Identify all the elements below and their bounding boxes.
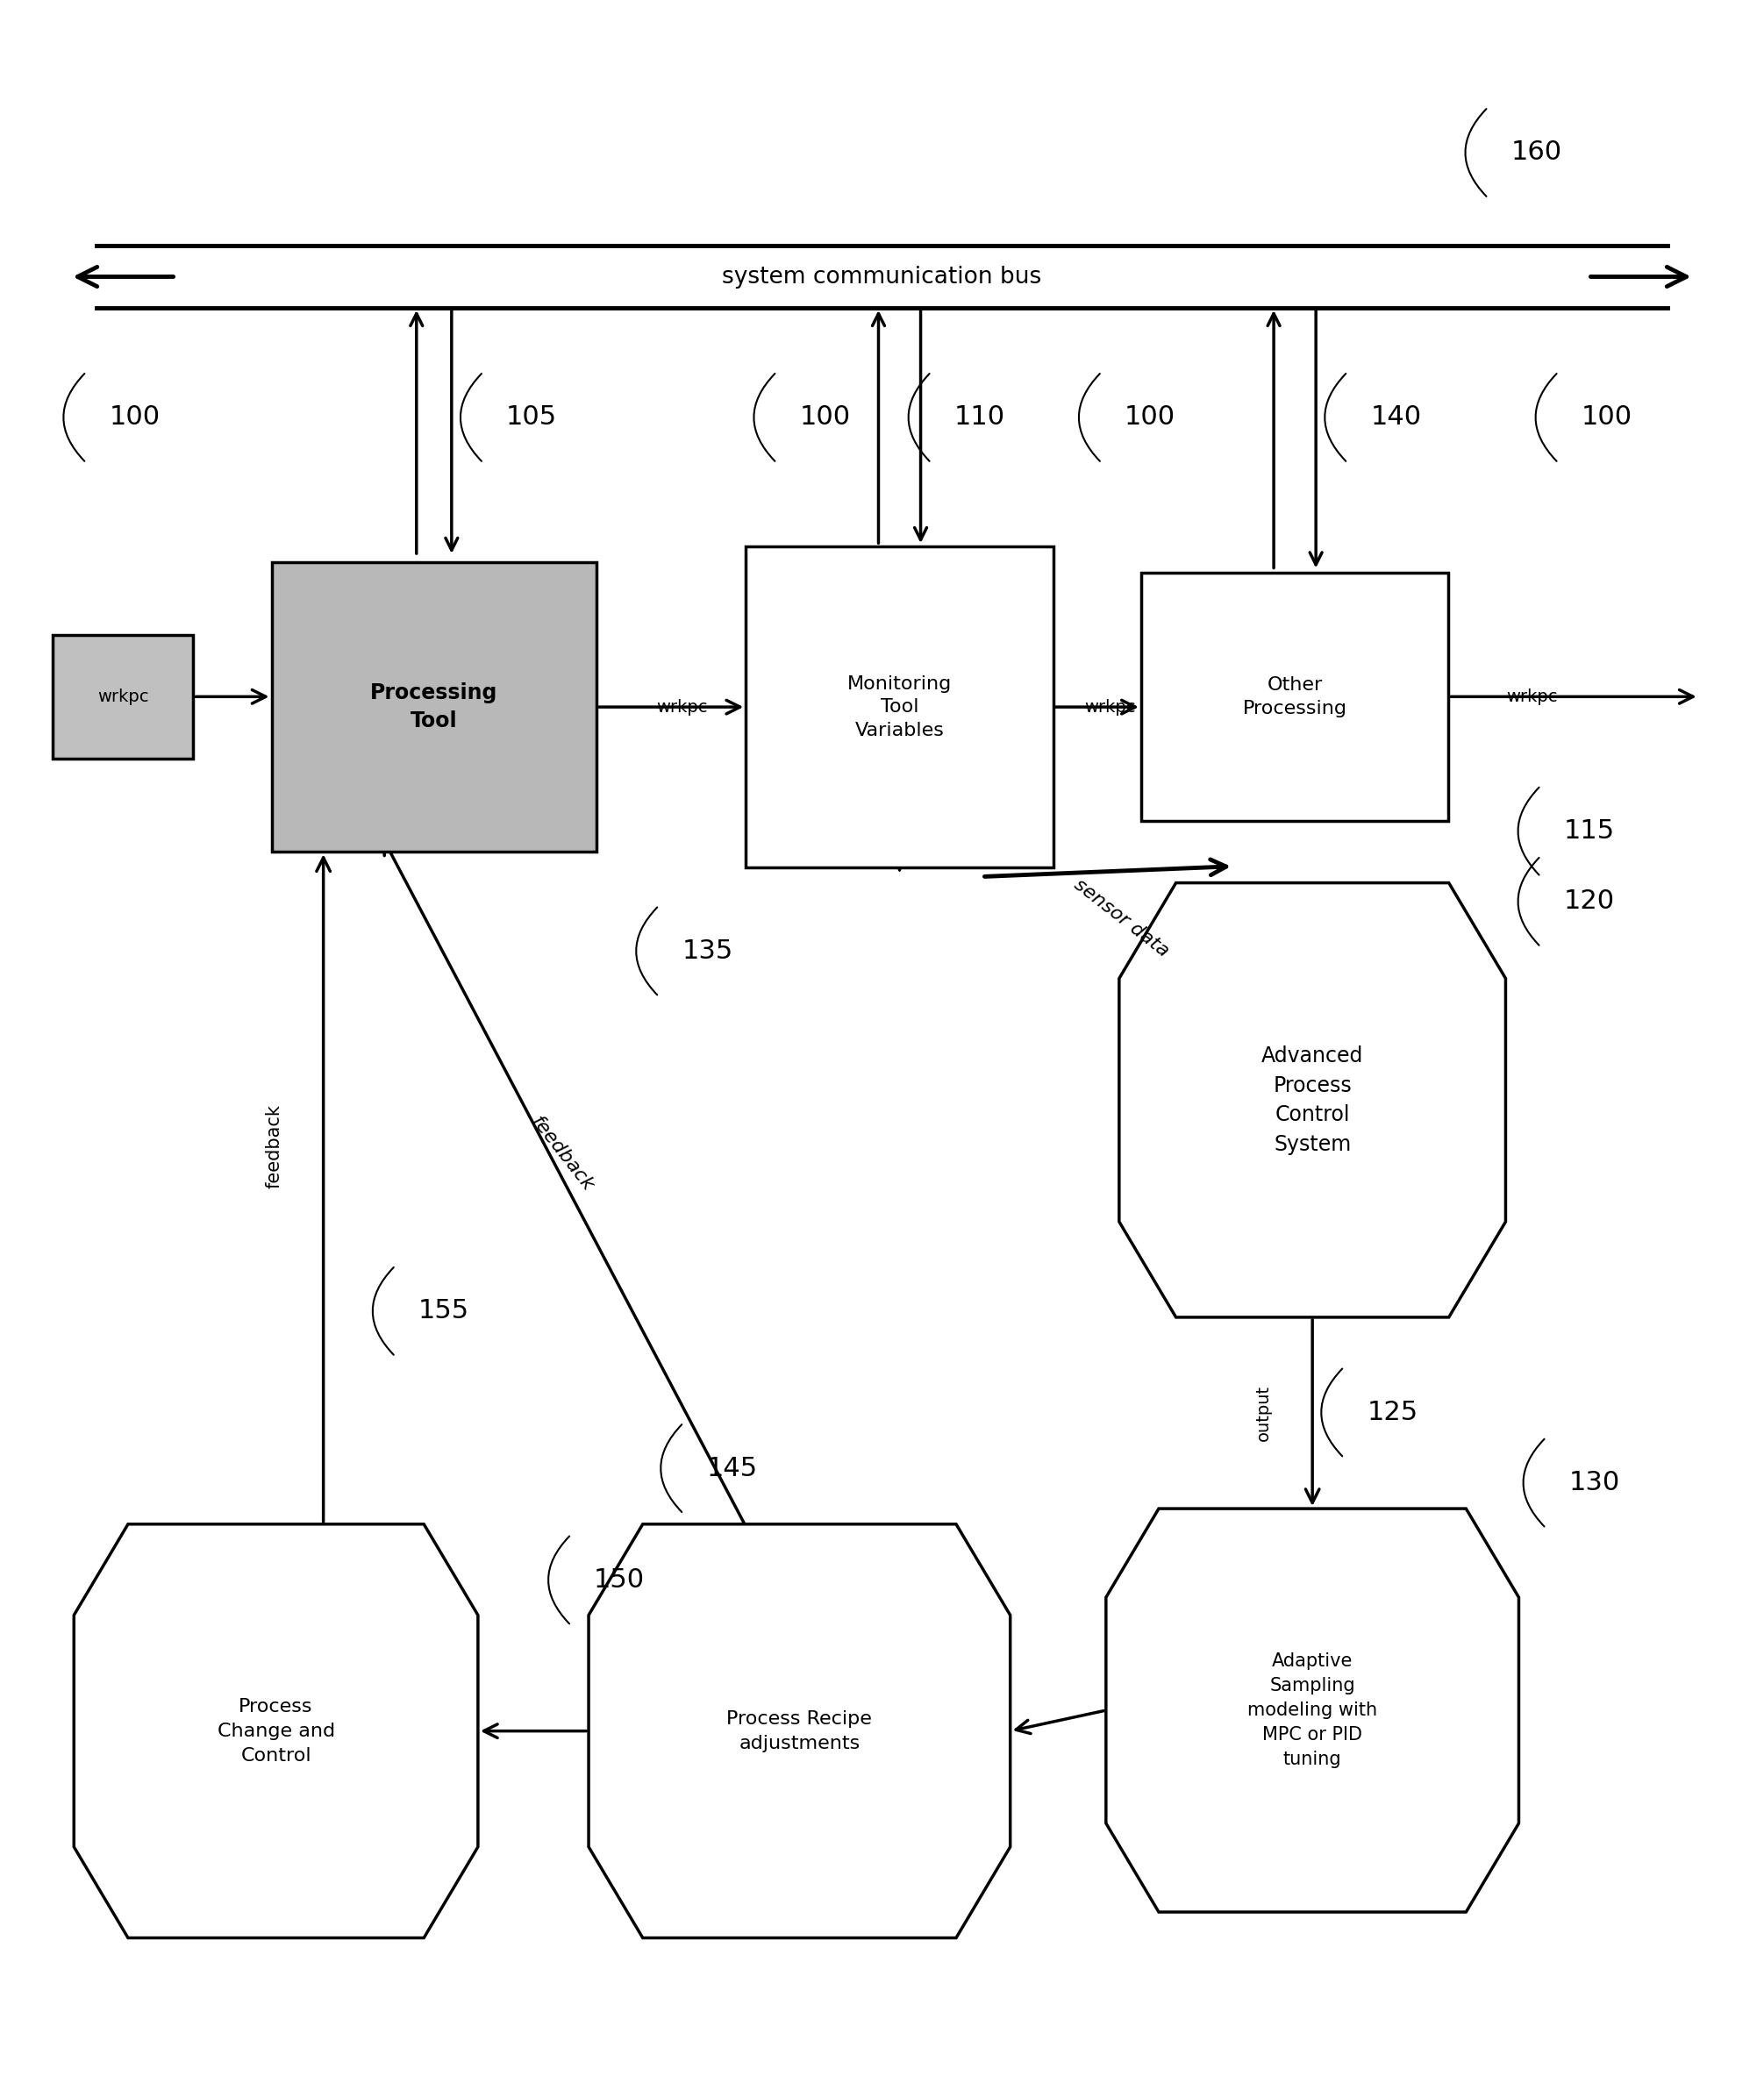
Bar bbox=[53, 635, 194, 758]
Text: feedback: feedback bbox=[265, 1104, 282, 1190]
Text: Other
Processing: Other Processing bbox=[1242, 677, 1348, 716]
Text: output: output bbox=[1254, 1385, 1272, 1441]
Text: wrkpc: wrkpc bbox=[1085, 700, 1136, 716]
Text: system communication bus: system communication bus bbox=[721, 266, 1043, 289]
Text: 130: 130 bbox=[1568, 1470, 1619, 1495]
Polygon shape bbox=[1106, 1509, 1519, 1912]
Text: Processing
Tool: Processing Tool bbox=[370, 683, 497, 731]
Text: 140: 140 bbox=[1371, 405, 1422, 430]
Text: 100: 100 bbox=[1124, 405, 1175, 430]
Bar bbox=[53, 635, 194, 758]
Text: 125: 125 bbox=[1367, 1399, 1418, 1424]
Text: 120: 120 bbox=[1563, 889, 1614, 913]
Text: sensor data: sensor data bbox=[1071, 876, 1171, 961]
Text: 155: 155 bbox=[418, 1298, 469, 1324]
Text: wrkpc: wrkpc bbox=[97, 689, 148, 706]
Text: feedback: feedback bbox=[527, 1113, 596, 1194]
Text: 150: 150 bbox=[594, 1567, 646, 1592]
Polygon shape bbox=[1118, 882, 1506, 1318]
Polygon shape bbox=[74, 1524, 478, 1937]
Text: Adaptive
Sampling
modeling with
MPC or PID
tuning: Adaptive Sampling modeling with MPC or P… bbox=[1247, 1652, 1378, 1769]
Text: Process Recipe
adjustments: Process Recipe adjustments bbox=[727, 1711, 871, 1752]
Text: 115: 115 bbox=[1563, 818, 1614, 843]
Text: 105: 105 bbox=[506, 405, 557, 430]
Text: Monitoring
Tool
Variables: Monitoring Tool Variables bbox=[847, 675, 953, 739]
Bar bbox=[272, 563, 596, 851]
Text: 100: 100 bbox=[1581, 405, 1632, 430]
Text: 135: 135 bbox=[681, 938, 732, 963]
Bar bbox=[97, 245, 1667, 307]
Text: 100: 100 bbox=[109, 405, 161, 430]
Text: Advanced
Process
Control
System: Advanced Process Control System bbox=[1261, 1046, 1364, 1154]
Text: wrkpc: wrkpc bbox=[656, 700, 707, 716]
Text: 145: 145 bbox=[706, 1455, 757, 1480]
Bar bbox=[272, 563, 596, 851]
Text: 160: 160 bbox=[1512, 139, 1561, 166]
Text: Process
Change and
Control: Process Change and Control bbox=[217, 1698, 335, 1765]
Text: wrkpc: wrkpc bbox=[1506, 689, 1558, 706]
Polygon shape bbox=[589, 1524, 1011, 1937]
Text: 110: 110 bbox=[954, 405, 1005, 430]
Text: 100: 100 bbox=[799, 405, 850, 430]
Bar bbox=[746, 546, 1053, 868]
Bar bbox=[1141, 573, 1448, 820]
